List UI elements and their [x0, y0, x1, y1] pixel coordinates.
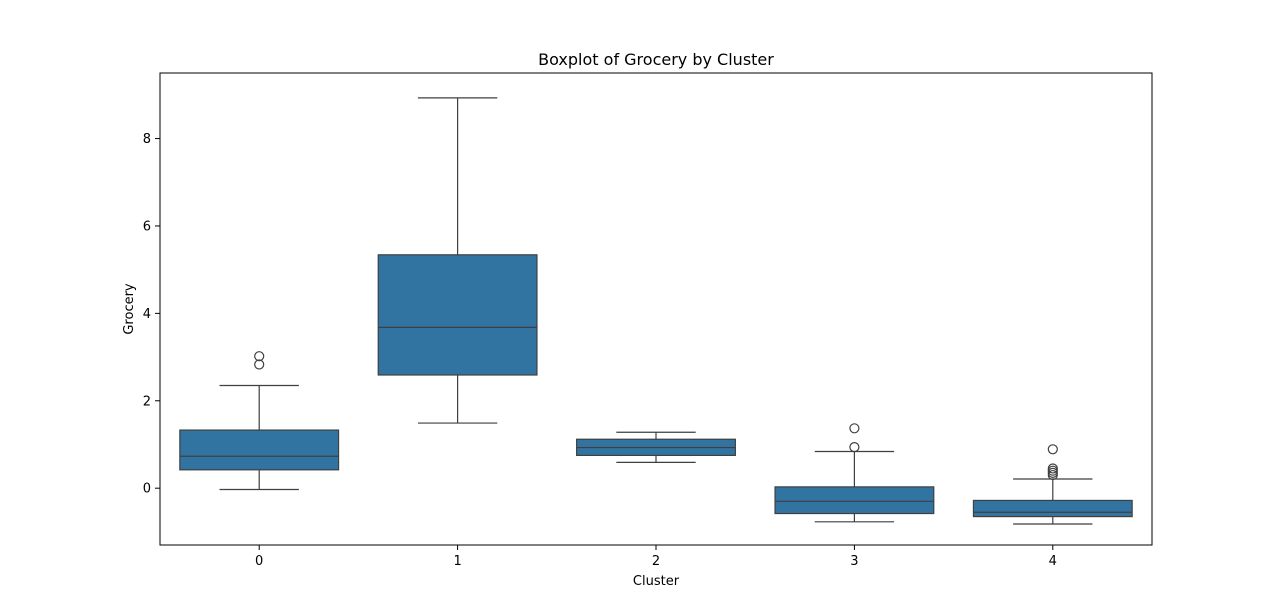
x-tick-label: 4: [1049, 554, 1057, 569]
box-series: [179, 97, 1133, 525]
y-tick-label: 2: [143, 394, 151, 409]
box-iqr: [179, 429, 340, 471]
box-group-cluster-2: [576, 431, 736, 463]
outlier-point: [254, 359, 265, 370]
outlier-point: [1047, 444, 1058, 455]
box-iqr: [774, 486, 935, 515]
x-axis: 0 1 2 3 4: [255, 545, 1057, 569]
box-group-cluster-1: [377, 97, 538, 424]
outlier-point: [849, 442, 860, 453]
x-axis-label: Cluster: [633, 574, 680, 589]
box-group-cluster-4: [972, 444, 1133, 525]
x-tick-label: 3: [850, 554, 858, 569]
plot-area-frame: [159, 72, 1153, 546]
outlier-point: [1047, 463, 1058, 474]
box-group-cluster-3: [774, 423, 935, 523]
y-axis: 0 2 4 6 8: [143, 132, 160, 497]
outlier-point: [254, 351, 265, 362]
chart-title: Boxplot of Grocery by Cluster: [538, 50, 774, 69]
x-tick-label: 1: [453, 554, 461, 569]
outlier-point: [849, 423, 860, 434]
x-tick-label: 0: [255, 554, 263, 569]
y-tick-label: 4: [143, 307, 151, 322]
y-axis-label: Grocery: [122, 283, 137, 335]
x-tick-label: 2: [652, 554, 660, 569]
box-iqr: [377, 254, 538, 376]
y-tick-label: 0: [143, 482, 151, 497]
box-iqr: [972, 499, 1133, 518]
y-tick-label: 8: [143, 132, 151, 147]
y-tick-label: 6: [143, 219, 151, 234]
box-group-cluster-0: [179, 351, 340, 491]
